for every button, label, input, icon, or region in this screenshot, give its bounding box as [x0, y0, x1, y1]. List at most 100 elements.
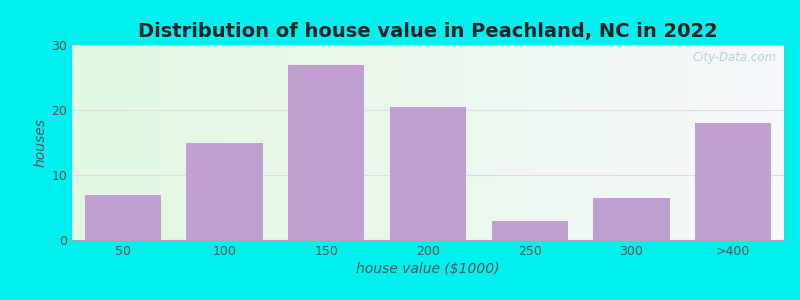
Bar — [310, 45, 313, 240]
Bar — [381, 45, 384, 240]
Bar — [767, 45, 771, 240]
Bar — [566, 45, 570, 240]
Bar — [570, 45, 574, 240]
Bar — [573, 45, 577, 240]
Bar — [675, 45, 678, 240]
Bar — [190, 45, 194, 240]
Bar — [722, 45, 726, 240]
Bar — [165, 45, 168, 240]
Bar — [475, 45, 479, 240]
Bar — [587, 45, 591, 240]
Bar — [167, 45, 170, 240]
Bar — [129, 45, 133, 240]
Bar — [89, 45, 93, 240]
Bar — [462, 45, 465, 240]
Bar — [528, 45, 531, 240]
Bar — [558, 45, 562, 240]
Bar — [651, 45, 655, 240]
Bar — [283, 45, 287, 240]
Bar — [506, 45, 510, 240]
Bar — [677, 45, 681, 240]
Bar — [452, 45, 455, 240]
Bar — [119, 45, 123, 240]
Bar — [606, 45, 610, 240]
Bar — [210, 45, 214, 240]
Bar — [276, 45, 280, 240]
Bar — [262, 45, 266, 240]
Bar — [684, 45, 688, 240]
Bar — [762, 45, 766, 240]
Bar — [433, 45, 437, 240]
Bar — [293, 45, 297, 240]
Bar — [418, 45, 422, 240]
Bar — [234, 45, 237, 240]
Bar — [236, 45, 239, 240]
Bar — [252, 45, 256, 240]
Bar — [307, 45, 310, 240]
Bar — [226, 45, 230, 240]
Bar — [514, 45, 518, 240]
Text: City-Data.com: City-Data.com — [693, 51, 777, 64]
Bar — [608, 45, 612, 240]
Bar — [779, 45, 783, 240]
Bar — [86, 45, 90, 240]
Bar — [725, 45, 729, 240]
Bar — [466, 45, 470, 240]
Bar — [390, 45, 394, 240]
Bar — [430, 45, 434, 240]
Bar — [354, 45, 358, 240]
Bar — [473, 45, 477, 240]
Bar — [393, 45, 396, 240]
Bar — [459, 45, 462, 240]
Y-axis label: houses: houses — [33, 118, 47, 167]
Bar — [158, 45, 162, 240]
Bar — [202, 45, 206, 240]
Bar — [710, 45, 714, 240]
Bar — [590, 45, 593, 240]
Bar — [718, 45, 722, 240]
Bar — [592, 45, 595, 240]
Bar — [490, 45, 494, 240]
Bar — [746, 45, 750, 240]
Bar — [742, 45, 745, 240]
Bar — [266, 45, 270, 240]
Bar — [755, 45, 759, 240]
Bar — [397, 45, 401, 240]
Bar — [404, 45, 408, 240]
Bar — [575, 45, 579, 240]
Bar — [644, 45, 648, 240]
Bar — [148, 45, 152, 240]
Bar — [352, 45, 356, 240]
Bar — [172, 45, 175, 240]
Bar — [701, 45, 705, 240]
Bar — [494, 45, 498, 240]
Bar — [323, 45, 327, 240]
Bar — [509, 45, 513, 240]
Bar — [286, 45, 290, 240]
Bar — [630, 45, 634, 240]
Bar — [259, 45, 263, 240]
Bar — [739, 45, 742, 240]
Bar — [499, 45, 503, 240]
Bar — [246, 45, 249, 240]
Bar — [749, 45, 752, 240]
Bar — [212, 45, 216, 240]
Bar — [423, 45, 427, 240]
Bar — [658, 45, 662, 240]
Bar — [409, 45, 413, 240]
Bar — [388, 45, 391, 240]
Bar — [82, 45, 86, 240]
Bar — [416, 45, 420, 240]
Bar — [131, 45, 135, 240]
Bar — [411, 45, 415, 240]
Bar — [549, 45, 553, 240]
Bar — [713, 45, 717, 240]
Bar — [383, 45, 386, 240]
Bar — [231, 45, 235, 240]
Bar — [682, 45, 686, 240]
Bar — [138, 45, 142, 240]
Bar — [511, 45, 515, 240]
Bar — [195, 45, 199, 240]
Bar — [447, 45, 450, 240]
Bar — [694, 45, 698, 240]
